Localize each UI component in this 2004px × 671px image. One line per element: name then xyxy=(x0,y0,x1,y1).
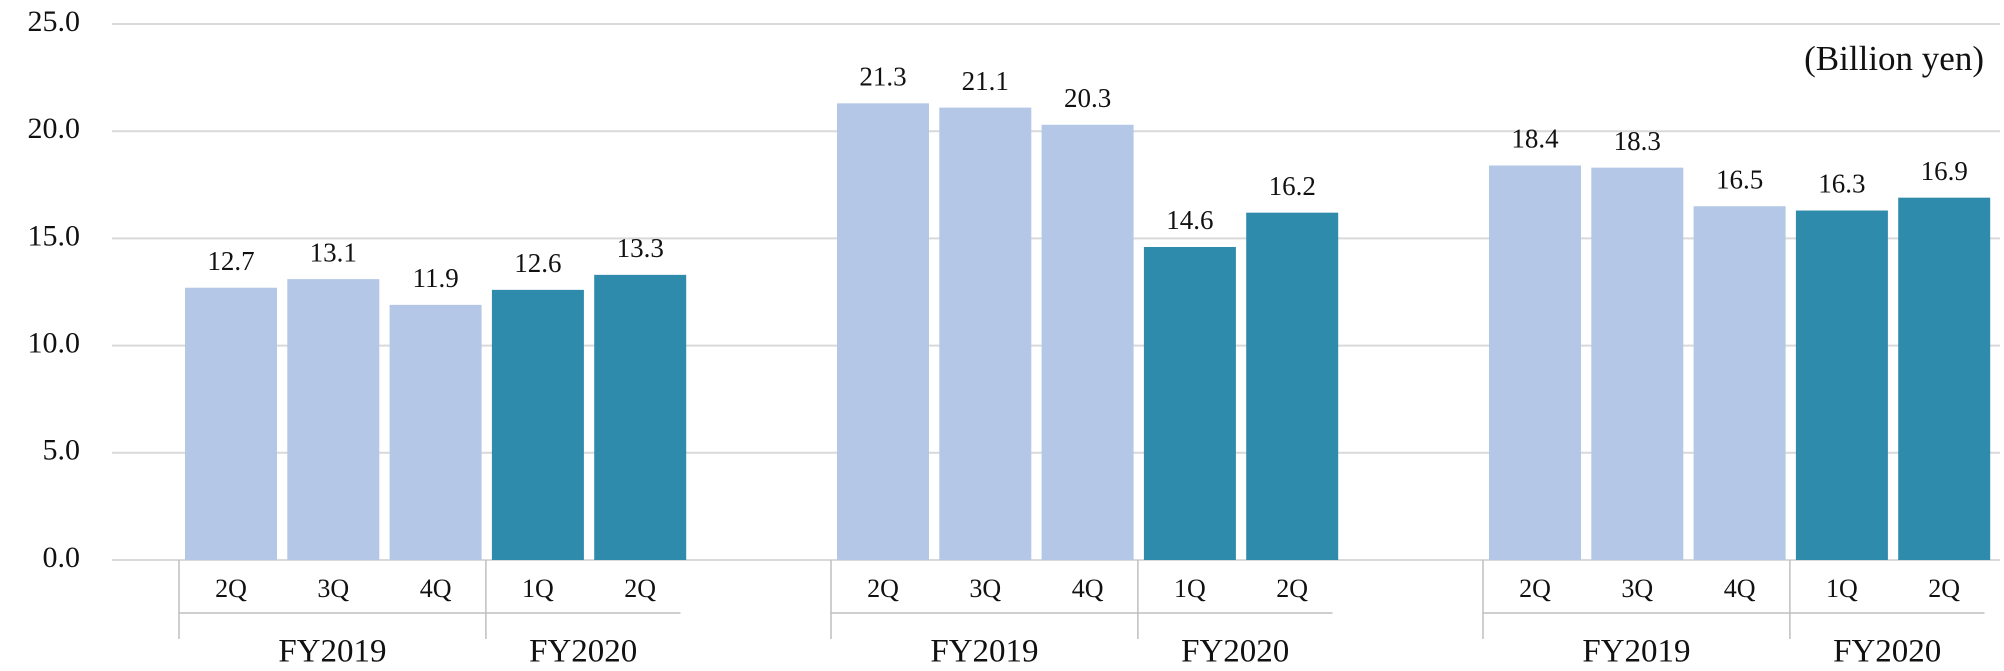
y-tick-label: 25.0 xyxy=(28,5,81,38)
category-label: 1Q xyxy=(522,574,554,603)
bar xyxy=(185,287,277,560)
value-label: 14.6 xyxy=(1166,205,1213,235)
bar xyxy=(1489,165,1581,560)
bar xyxy=(287,279,380,560)
bar xyxy=(1591,167,1684,560)
bar xyxy=(389,304,482,560)
category-label: 2Q xyxy=(1276,574,1308,603)
value-label: 11.9 xyxy=(412,263,458,293)
bar xyxy=(1246,212,1339,560)
bar xyxy=(1795,210,1888,560)
period-label: FY2019 xyxy=(278,634,386,670)
value-label: 20.3 xyxy=(1064,83,1111,113)
bar xyxy=(1143,246,1236,560)
category-label: 4Q xyxy=(1724,574,1756,603)
bar xyxy=(939,107,1032,560)
bar xyxy=(837,103,929,560)
period-label: FY2020 xyxy=(529,634,637,670)
bar xyxy=(1898,197,1991,560)
category-label: 2Q xyxy=(624,574,656,603)
category-label: 3Q xyxy=(317,574,349,603)
period-label: FY2019 xyxy=(930,634,1038,670)
value-label: 13.1 xyxy=(310,237,357,267)
value-label: 21.3 xyxy=(859,62,906,92)
value-label: 12.6 xyxy=(514,248,561,278)
unit-label: (Billion yen) xyxy=(1804,39,1984,78)
category-label: 2Q xyxy=(1928,574,1960,603)
bar xyxy=(594,274,687,560)
category-label: 1Q xyxy=(1174,574,1206,603)
value-label: 12.7 xyxy=(207,246,254,276)
y-tick-label: 15.0 xyxy=(28,219,81,252)
y-tick-label: 0.0 xyxy=(43,541,81,574)
bar xyxy=(491,289,584,560)
category-label: 2Q xyxy=(1519,574,1551,603)
category-label: 2Q xyxy=(215,574,247,603)
value-label: 18.4 xyxy=(1511,124,1559,154)
bar xyxy=(1693,206,1786,561)
value-label: 16.2 xyxy=(1269,171,1316,201)
period-label: FY2020 xyxy=(1833,634,1941,670)
value-label: 16.9 xyxy=(1921,156,1968,186)
bar xyxy=(1041,124,1134,560)
y-tick-label: 10.0 xyxy=(28,326,81,359)
period-label: FY2019 xyxy=(1582,634,1690,670)
category-label: 4Q xyxy=(1072,574,1104,603)
category-label: 4Q xyxy=(420,574,452,603)
y-tick-label: 5.0 xyxy=(43,434,81,467)
category-label: 2Q xyxy=(867,574,899,603)
value-label: 18.3 xyxy=(1614,126,1661,156)
value-label: 16.3 xyxy=(1818,169,1865,199)
category-label: 3Q xyxy=(969,574,1001,603)
category-label: 1Q xyxy=(1826,574,1858,603)
y-tick-label: 20.0 xyxy=(28,112,81,145)
period-label: FY2020 xyxy=(1181,634,1289,670)
value-label: 21.1 xyxy=(962,66,1009,96)
value-label: 13.3 xyxy=(617,233,664,263)
value-label: 16.5 xyxy=(1716,164,1763,194)
category-label: 3Q xyxy=(1621,574,1653,603)
